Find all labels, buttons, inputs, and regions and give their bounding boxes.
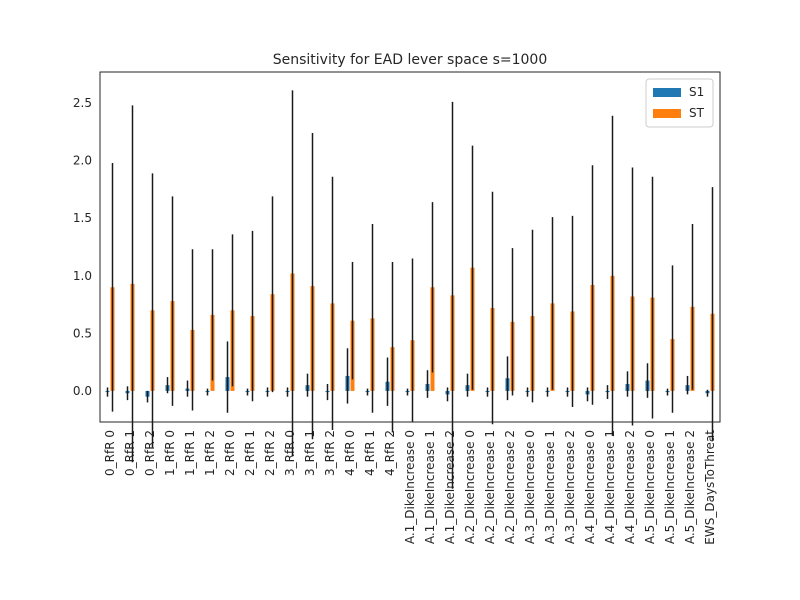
x-tick-label: 1_RfR 1 bbox=[183, 430, 197, 476]
x-tick-label: A.2_DikeIncrease 1 bbox=[483, 430, 497, 544]
y-tick-label: 2.5 bbox=[73, 96, 92, 110]
x-tick-label: A.3_DikeIncrease 1 bbox=[543, 430, 557, 544]
x-tick-label: 2_RfR 1 bbox=[243, 430, 257, 476]
x-tick-label: A.1_DikeIncrease 0 bbox=[403, 430, 417, 544]
x-tick-label: 1_RfR 0 bbox=[163, 430, 177, 476]
x-tick-label: 0_RfR 1 bbox=[123, 430, 137, 476]
y-tick-label: 1.0 bbox=[73, 269, 92, 283]
x-tick-label: 4_RfR 2 bbox=[383, 430, 397, 476]
x-tick-label: A.2_DikeIncrease 2 bbox=[503, 430, 517, 544]
y-tick-label: 0.0 bbox=[73, 384, 92, 398]
x-tick-label: 3_RfR 1 bbox=[303, 430, 317, 476]
legend-swatch-s1 bbox=[653, 88, 681, 97]
x-tick-label: A.5_DikeIncrease 1 bbox=[663, 430, 677, 544]
y-tick-label: 2.0 bbox=[73, 154, 92, 168]
x-tick-label: A.1_DikeIncrease 1 bbox=[423, 430, 437, 544]
x-tick-label: A.4_DikeIncrease 2 bbox=[623, 430, 637, 544]
x-tick-label: A.5_DikeIncrease 0 bbox=[643, 430, 657, 544]
x-tick-label: A.5_DikeIncrease 2 bbox=[683, 430, 697, 544]
error-bars bbox=[106, 90, 714, 489]
x-tick-label: 4_RfR 0 bbox=[343, 430, 357, 476]
x-axis: 0_RfR 0 0_RfR 1 0_RfR 2 1_RfR 0 1_RfR 1 1_RfR… bbox=[103, 430, 717, 545]
x-tick-label: EWS_DaysToThreat bbox=[703, 430, 717, 545]
legend: S1 ST bbox=[645, 78, 714, 128]
x-tick-label: A.3_DikeIncrease 0 bbox=[523, 430, 537, 544]
x-tick-label: 1_RfR 2 bbox=[203, 430, 217, 476]
x-tick-label: A.2_DikeIncrease 0 bbox=[463, 430, 477, 544]
x-tick-label: 0_RfR 2 bbox=[143, 430, 157, 476]
x-tick-label: 3_RfR 0 bbox=[283, 430, 297, 476]
legend-label-st: ST bbox=[689, 106, 705, 120]
x-tick-label: 2_RfR 0 bbox=[223, 430, 237, 476]
x-tick-label: 0_RfR 0 bbox=[103, 430, 117, 476]
x-tick-label: A.3_DikeIncrease 2 bbox=[563, 430, 577, 544]
x-tick-label: 4_RfR 1 bbox=[363, 430, 377, 476]
plot-frame bbox=[99, 71, 721, 423]
y-tick-label: 0.5 bbox=[73, 326, 92, 340]
legend-label-s1: S1 bbox=[689, 85, 704, 99]
x-tick-label: 2_RfR 2 bbox=[263, 430, 277, 476]
y-axis: 0.0 0.5 1.0 1.5 2.0 2.5 bbox=[73, 96, 92, 398]
chart-title: Sensitivity for EAD lever space s=1000 bbox=[273, 52, 547, 68]
x-tick-label: A.4_DikeIncrease 0 bbox=[583, 430, 597, 544]
legend-swatch-st bbox=[653, 109, 681, 118]
x-tick-label: A.4_DikeIncrease 1 bbox=[603, 430, 617, 544]
x-tick-label: A.1_DikeIncrease 2 bbox=[443, 430, 457, 544]
x-tick-label: 3_RfR 2 bbox=[323, 430, 337, 476]
y-tick-label: 1.5 bbox=[73, 211, 92, 225]
